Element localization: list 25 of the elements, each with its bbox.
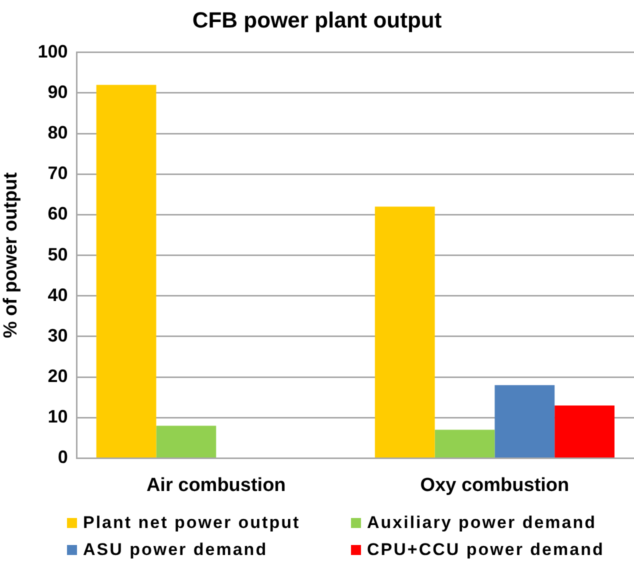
chart-title: CFB power plant output <box>192 7 442 32</box>
bar <box>374 206 435 458</box>
y-tick-label: 10 <box>48 406 68 427</box>
y-tick-label: 0 <box>58 447 68 468</box>
x-tick-label: Oxy combustion <box>420 474 570 496</box>
legend-label: ASU power demand <box>83 540 268 560</box>
bar <box>494 385 555 458</box>
y-tick-label: 90 <box>48 82 68 102</box>
y-tick-label: 100 <box>38 41 68 62</box>
y-axis-title: % of power output <box>0 172 22 338</box>
y-tick-label: 80 <box>48 122 68 143</box>
legend-label: CPU+CCU power demand <box>367 540 604 560</box>
y-tick-label: 60 <box>48 204 68 224</box>
y-tick-label: 70 <box>48 163 68 184</box>
y-tick-label: 50 <box>48 244 68 264</box>
legend-label: Auxiliary power demand <box>367 513 596 533</box>
bar <box>96 84 156 458</box>
y-tick-label: 40 <box>48 284 68 305</box>
y-tick-label: 30 <box>48 325 68 346</box>
bar <box>156 426 216 458</box>
y-tick-label: 20 <box>48 366 68 386</box>
legend-label: Plant net power output <box>83 513 300 533</box>
bar <box>434 430 495 458</box>
x-tick-label: Air combustion <box>146 474 286 496</box>
bar <box>554 405 614 458</box>
